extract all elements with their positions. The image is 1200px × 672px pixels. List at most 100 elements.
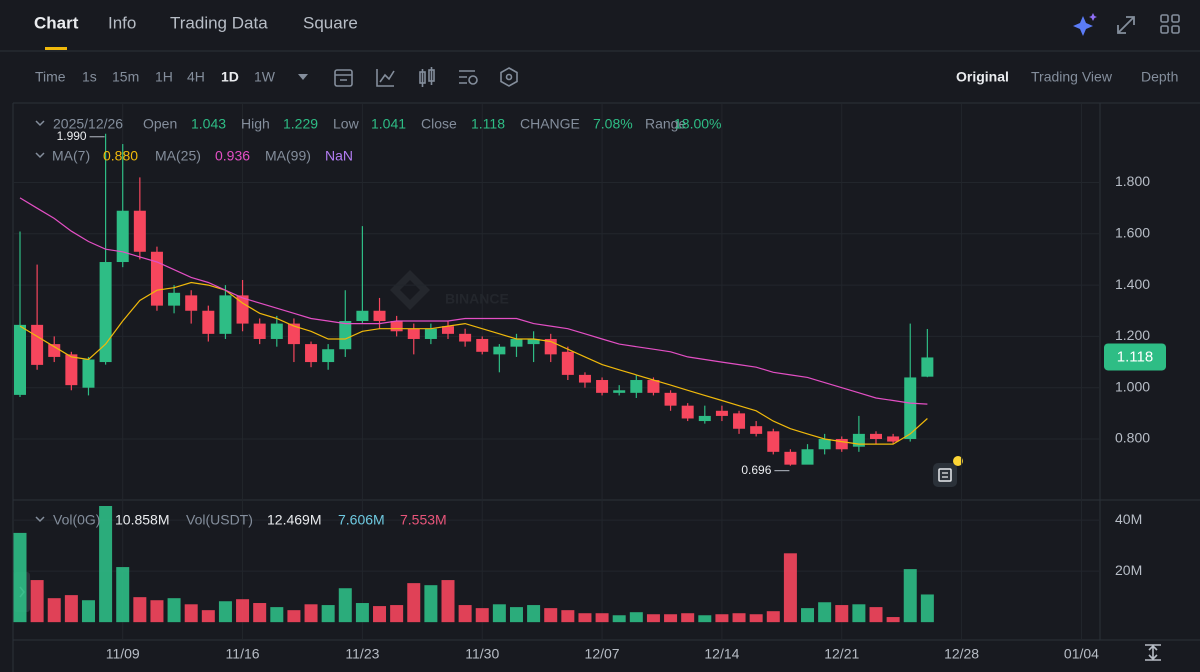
interval[interactable]: 1s: [82, 69, 97, 85]
candle-body: [493, 346, 506, 355]
volume-bar: [133, 597, 147, 623]
volume-bar: [578, 613, 592, 623]
candle-body: [322, 349, 335, 363]
volume-bar: [715, 614, 729, 623]
watermark: BINANCE: [445, 291, 509, 307]
candle-body: [236, 295, 249, 324]
view-option[interactable]: Original: [956, 69, 1009, 85]
x-tick-label: 11/09: [106, 646, 140, 662]
last-price-tag: [1104, 343, 1166, 371]
tab[interactable]: Chart: [34, 13, 79, 32]
candle-body: [185, 295, 198, 311]
candle-body: [442, 326, 454, 334]
candle-body: [578, 374, 591, 383]
candle-body: [116, 210, 129, 263]
tab[interactable]: Info: [108, 13, 136, 32]
legend-value: 18.00%: [674, 116, 721, 132]
volume-bar: [150, 600, 164, 623]
volume-bar: [629, 612, 643, 623]
scale-reset-icon[interactable]: [1145, 644, 1161, 661]
candle-body: [561, 351, 574, 375]
y-tick-label: 1.400: [1115, 276, 1150, 292]
legend-field: CHANGE: [520, 116, 580, 132]
volume-bar: [852, 604, 866, 623]
volume-bar: [544, 608, 558, 623]
x-tick-label: 11/16: [226, 646, 260, 662]
x-tick-label: 11/30: [465, 646, 499, 662]
expand-icon[interactable]: [1117, 16, 1135, 34]
interval[interactable]: 1W: [254, 69, 276, 85]
ma-legend-value: 0.936: [215, 148, 250, 164]
indicator-icon[interactable]: [334, 69, 353, 87]
hexagon-icon[interactable]: [500, 67, 518, 87]
interval[interactable]: 15m: [112, 69, 139, 85]
volume-bar: [920, 594, 934, 623]
ma-legend-value: NaN: [325, 148, 353, 164]
volume-bar: [184, 604, 198, 623]
y-tick-label: 1.600: [1115, 225, 1150, 241]
max-annotation: 1.990: [57, 129, 87, 143]
x-tick-label: 01/04: [1064, 646, 1099, 662]
legend-field: Low: [333, 116, 360, 132]
volume-bar: [903, 569, 917, 623]
volume-legend-value: 12.469M: [267, 512, 321, 528]
line-tool-icon[interactable]: [376, 69, 395, 87]
y-tick-label: 0.800: [1115, 430, 1150, 446]
volume-bar: [407, 583, 421, 623]
ma-legend-chevron[interactable]: [35, 152, 45, 159]
volume-bar: [355, 603, 369, 623]
candle-type-icon[interactable]: [419, 67, 435, 87]
volume-bar: [492, 604, 506, 623]
ma-legend-name: MA(7): [52, 148, 90, 164]
volume-bar: [236, 599, 250, 623]
volume-bar: [681, 613, 695, 623]
volume-bar: [13, 532, 27, 623]
view-option[interactable]: Trading View: [1031, 69, 1113, 85]
event-flag-icon[interactable]: [933, 456, 963, 487]
interval[interactable]: 4H: [187, 69, 205, 85]
candle-body: [698, 415, 711, 422]
layout-icon[interactable]: [1160, 14, 1180, 34]
y-tick-label: 1.200: [1115, 327, 1150, 343]
volume-bar: [509, 607, 523, 623]
tab[interactable]: Square: [303, 13, 358, 32]
x-tick-label: 12/07: [585, 646, 620, 662]
candle-body: [818, 439, 831, 450]
volume-legend-value: 7.553M: [400, 512, 447, 528]
volume-legend-chevron[interactable]: [35, 516, 45, 523]
candle-body: [31, 324, 44, 365]
candle-body: [664, 392, 677, 406]
volume-bar: [458, 605, 472, 623]
moving-average-line: [19, 281, 928, 445]
volume-bar: [561, 610, 575, 623]
candle-body: [82, 359, 95, 388]
volume-bar: [646, 614, 660, 623]
candle-body: [14, 324, 26, 395]
volume-bar: [64, 595, 78, 623]
volume-legend-name: Vol(USDT): [186, 512, 253, 528]
candle-body: [801, 449, 814, 465]
view-option[interactable]: Depth: [1141, 69, 1178, 85]
x-tick-label: 12/21: [824, 646, 859, 662]
candle-body: [715, 410, 728, 416]
ai-icon[interactable]: [1073, 13, 1097, 36]
volume-legend-value: 7.606M: [338, 512, 385, 528]
candle-body: [287, 323, 300, 345]
interval[interactable]: 1D: [221, 69, 239, 85]
volume-bar: [869, 607, 883, 623]
settings-list-icon[interactable]: [459, 70, 478, 85]
candle-body: [596, 380, 609, 393]
candles: [14, 133, 934, 466]
tab[interactable]: Trading Data: [170, 13, 268, 32]
interval-dropdown[interactable]: [298, 74, 308, 80]
volume-bar: [664, 614, 678, 623]
y-tick-label: 1.800: [1115, 173, 1150, 189]
volume-legend-value: 10.858M: [115, 512, 169, 528]
legend-chevron[interactable]: [35, 120, 45, 127]
candle-body: [904, 377, 917, 440]
interval[interactable]: 1H: [155, 69, 173, 85]
candle-body: [527, 338, 540, 345]
interval[interactable]: Time: [35, 69, 66, 85]
